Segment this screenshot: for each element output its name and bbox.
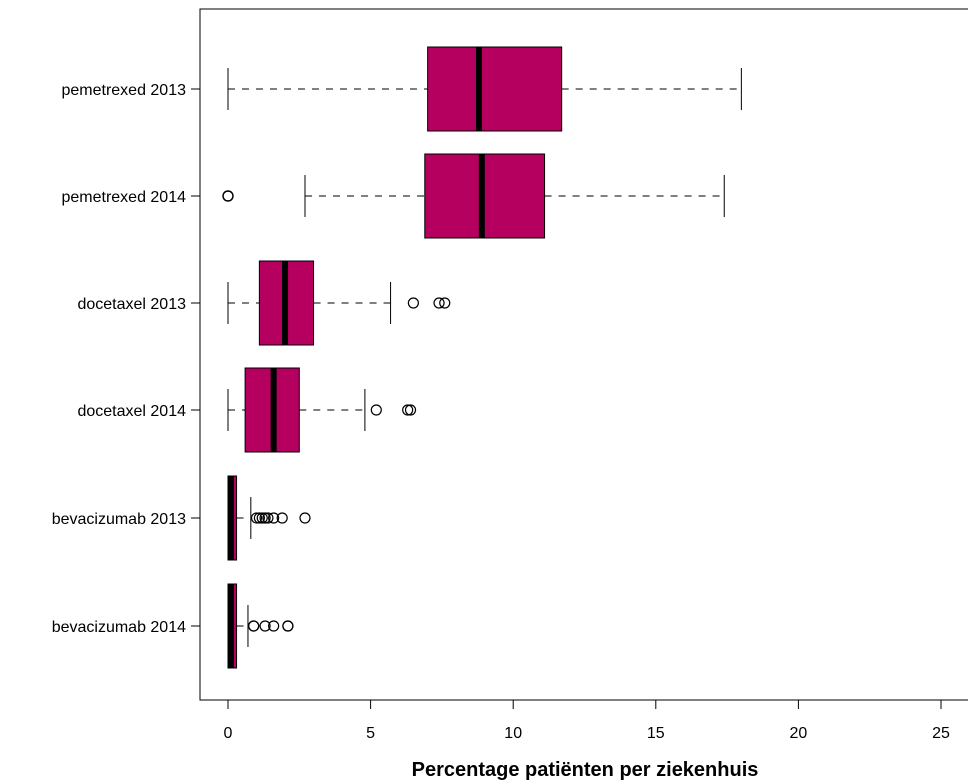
box-group <box>222 46 742 669</box>
outlier-point <box>259 512 271 524</box>
outlier-point <box>248 620 260 632</box>
box-2 <box>222 153 725 239</box>
outlier-point <box>262 512 274 524</box>
outlier-point <box>268 512 280 524</box>
y-category-label: docetaxel 2013 <box>77 296 186 313</box>
x-axis-title: Percentage patiënten per ziekenhuis <box>412 759 759 781</box>
y-category-label: bevacizumab 2014 <box>52 619 186 636</box>
plot-frame <box>199 8 968 701</box>
outlier-point <box>282 620 294 632</box>
outlier-point <box>402 404 414 416</box>
outlier-point <box>433 297 445 309</box>
x-tick-label: 15 <box>647 725 665 742</box>
outlier-point <box>299 512 311 524</box>
y-category-label: pemetrexed 2013 <box>61 82 186 99</box>
outlier-point <box>276 512 288 524</box>
y-category-label: bevacizumab 2013 <box>52 511 186 528</box>
outlier-point <box>407 297 419 309</box>
outlier-point <box>250 512 263 524</box>
y-category-label: docetaxel 2014 <box>77 403 186 420</box>
outlier-point <box>404 404 417 416</box>
outlier-point <box>259 620 271 632</box>
box-3 <box>227 260 451 346</box>
x-tick-label: 0 <box>224 725 233 742</box>
outlier-point <box>268 620 280 632</box>
box-1 <box>227 46 742 132</box>
x-tick-label: 25 <box>932 725 950 742</box>
box-4 <box>227 367 417 453</box>
box-6 <box>227 583 294 669</box>
outlier-point <box>370 404 382 416</box>
y-category-label: pemetrexed 2014 <box>61 189 186 206</box>
y-axis: pemetrexed 2013 pemetrexed 2014 docetaxel … <box>52 82 201 636</box>
x-tick-label: 10 <box>504 725 522 742</box>
outlier-point <box>439 297 451 309</box>
outlier-point <box>222 190 234 202</box>
iqr-box <box>427 46 563 132</box>
outlier-point <box>256 512 268 524</box>
box-5 <box>227 475 311 561</box>
outlier-point <box>253 512 265 524</box>
x-tick-label: 5 <box>366 725 375 742</box>
x-axis: 0 5 10 15 20 25 <box>224 699 950 742</box>
x-tick-label: 20 <box>790 725 808 742</box>
